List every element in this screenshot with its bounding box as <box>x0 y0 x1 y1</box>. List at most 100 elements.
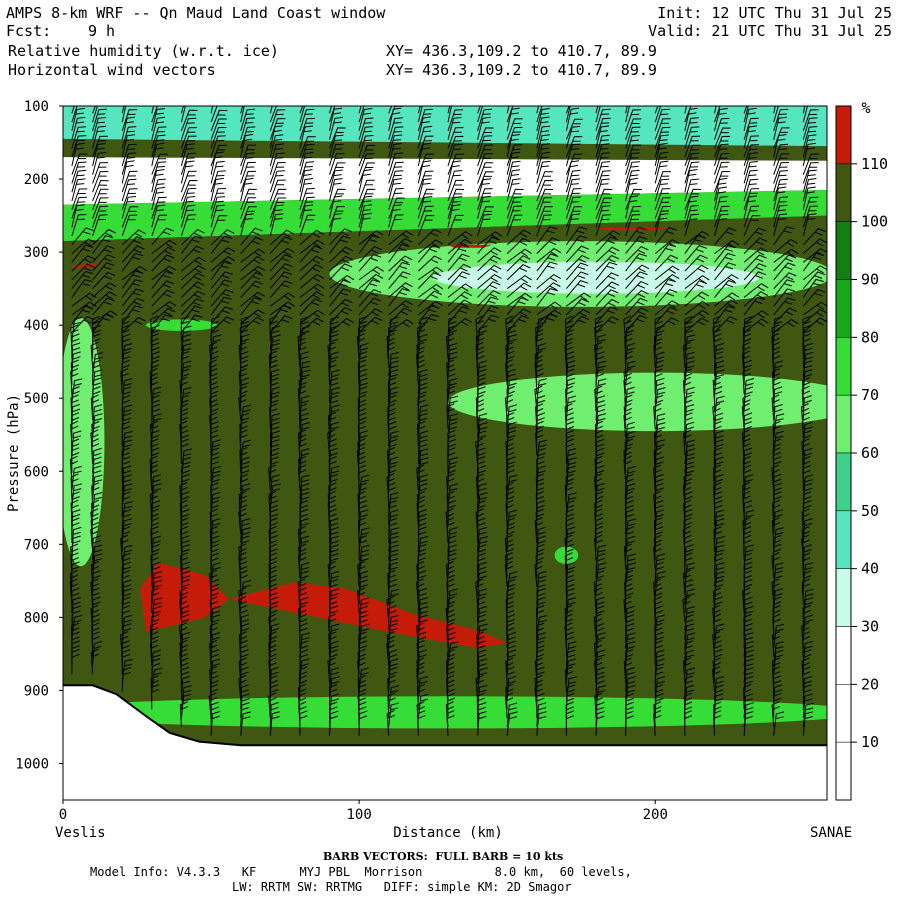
init-time: Init: 12 UTC Thu 31 Jul 25 <box>657 4 892 22</box>
wind-barb <box>180 666 190 692</box>
wind-barb <box>477 614 486 640</box>
wind-barb <box>743 649 754 675</box>
wind-barb <box>684 107 698 131</box>
wind-barb <box>447 483 459 508</box>
wind-barb <box>269 247 295 263</box>
wind-barb <box>771 394 780 421</box>
wind-barb <box>388 134 403 158</box>
wind-barb <box>92 162 109 184</box>
wind-barb <box>714 117 730 140</box>
wind-barb <box>417 448 429 473</box>
wind-barb <box>358 527 370 552</box>
wind-barb <box>654 509 665 535</box>
wind-barb <box>299 143 315 167</box>
wind-barb <box>565 710 575 736</box>
wind-barb <box>743 534 752 561</box>
wind-barb <box>121 333 131 359</box>
wind-barb <box>417 178 432 202</box>
wind-barb <box>386 447 396 473</box>
colorbar-label: 100 <box>861 213 888 231</box>
wind-barb <box>71 263 95 281</box>
wind-barb <box>121 456 131 482</box>
wind-barb <box>329 517 339 543</box>
wind-barb <box>417 334 428 359</box>
y-axis-label: Pressure (hPa) <box>6 394 22 512</box>
wind-barb <box>743 135 759 158</box>
wind-barb <box>565 136 583 158</box>
wind-barb <box>682 569 692 596</box>
wind-barb <box>388 421 397 447</box>
wind-barb <box>475 473 485 500</box>
wind-barb <box>388 318 414 333</box>
wind-barb <box>91 631 100 657</box>
wind-barb <box>210 135 226 158</box>
wind-barb <box>239 604 248 631</box>
wind-barb <box>477 561 487 587</box>
wind-barb <box>595 108 611 131</box>
y-tick-label: 600 <box>24 464 49 480</box>
wind-barb <box>329 473 338 500</box>
wind-barb <box>802 178 817 202</box>
wind-barb <box>121 509 131 535</box>
wind-barb <box>388 188 404 210</box>
wind-barb <box>180 693 192 719</box>
wind-barb <box>506 229 531 246</box>
wind-barb <box>594 455 603 482</box>
wind-barb <box>210 701 219 727</box>
wind-barb <box>684 300 710 316</box>
wind-barb <box>388 438 398 465</box>
wind-barb <box>299 125 314 149</box>
wind-barb <box>803 301 827 316</box>
wind-barb <box>92 117 107 140</box>
y-tick-label: 400 <box>24 318 49 334</box>
wind-barb <box>684 325 694 351</box>
wind-barb <box>504 692 514 719</box>
wind-barb <box>71 483 82 508</box>
wind-barb <box>417 587 427 614</box>
wind-barb <box>802 430 812 456</box>
wind-barb <box>771 517 781 543</box>
wind-barb <box>388 288 410 307</box>
wind-barb <box>684 126 700 149</box>
wind-barb <box>476 350 485 377</box>
wind-barb <box>417 142 431 167</box>
wind-barb <box>240 106 245 123</box>
wind-barb <box>299 178 313 202</box>
wind-barb <box>179 701 189 727</box>
wind-barb <box>151 186 166 210</box>
wind-barb <box>624 438 633 465</box>
wind-barb <box>536 151 551 175</box>
wind-barb <box>90 517 99 543</box>
wind-barb <box>269 684 279 710</box>
wind-barb <box>417 683 426 710</box>
wind-barb <box>329 212 343 237</box>
wind-barb <box>654 118 671 140</box>
wind-barb <box>298 455 307 482</box>
wind-barb <box>595 272 619 289</box>
wind-barb <box>210 296 232 316</box>
wind-barb <box>536 500 545 526</box>
wind-barb <box>594 692 603 719</box>
wind-barb <box>92 235 114 254</box>
wind-barb <box>535 605 545 631</box>
wind-barb <box>447 144 463 167</box>
wind-barb <box>299 448 310 473</box>
wind-barb <box>773 226 795 246</box>
wind-barb <box>417 160 432 184</box>
wind-barb <box>802 711 814 736</box>
wind-barb <box>802 126 818 149</box>
wind-barb <box>358 316 368 342</box>
wind-barb <box>477 127 494 149</box>
wind-barb <box>802 106 808 123</box>
wind-barb <box>416 341 425 368</box>
wind-barb <box>388 324 397 351</box>
wind-barb <box>388 666 398 692</box>
wind-barb <box>329 404 340 429</box>
wind-barb <box>269 342 280 368</box>
wind-barb <box>654 649 665 675</box>
wind-barb <box>654 482 664 508</box>
wind-barb <box>535 420 544 447</box>
wind-barb <box>595 161 611 184</box>
wind-barb <box>802 464 811 491</box>
wind-barb <box>297 385 307 412</box>
